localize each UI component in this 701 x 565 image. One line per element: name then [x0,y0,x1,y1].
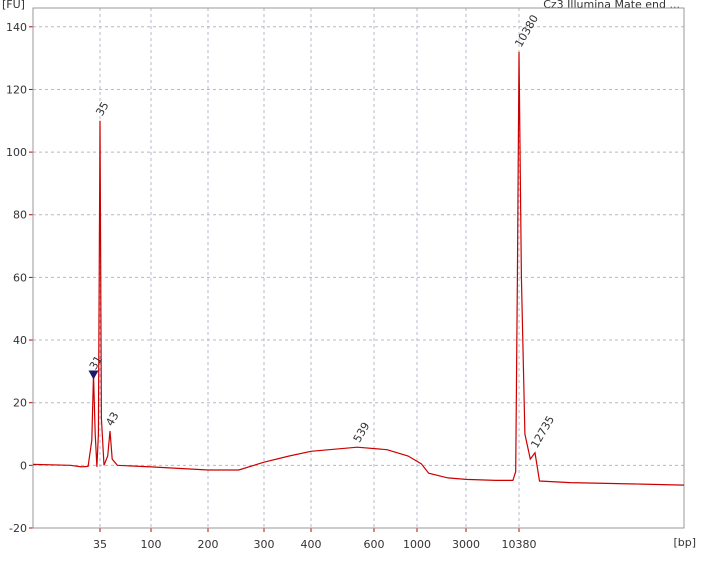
peak-marker [88,370,99,380]
x-axis-label: [bp] [673,536,696,549]
chart-title: Cz3 Illumina Mate end ... [543,0,680,11]
x-tick-label: 200 [198,538,219,551]
peak-label: 12735 [528,414,557,451]
y-tick-label: 20 [13,397,27,410]
trace-line [32,51,685,486]
y-tick-label: 140 [6,21,27,34]
x-tick-label: 400 [301,538,322,551]
plot-frame [32,7,685,529]
x-tick-label: 300 [254,538,275,551]
x-tick-label: 600 [364,538,385,551]
x-tick-label: 35 [93,538,107,551]
y-axis-label: [FU] [2,0,25,11]
y-tick-label: -20 [9,522,27,535]
peak-label: 539 [351,420,373,445]
x-tick-label: 10380 [502,538,537,551]
y-tick-label: 80 [13,209,27,222]
peak-label: 43 [103,410,121,429]
y-tick-label: 60 [13,271,27,284]
peak-label: 31 [87,353,105,372]
y-tick-label: 120 [6,83,27,96]
x-tick-label: 3000 [452,538,480,551]
y-tick-label: 0 [20,459,27,472]
x-tick-label: 100 [141,538,162,551]
peak-label: 10380 [512,13,541,50]
x-tick-label: 1000 [403,538,431,551]
y-tick-label: 40 [13,334,27,347]
peak-label: 35 [93,100,111,119]
y-tick-label: 100 [6,146,27,159]
